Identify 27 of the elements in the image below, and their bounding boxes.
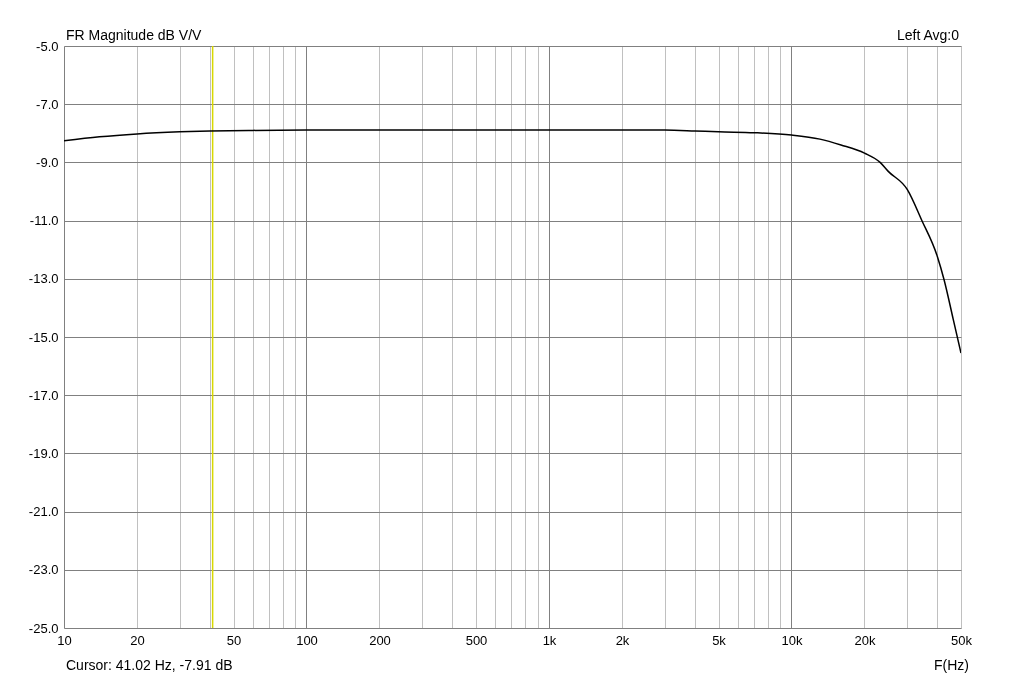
y-tick-label: -5.0 xyxy=(36,38,59,54)
x-tick-label: 200 xyxy=(369,632,391,648)
x-tick-label: 10 xyxy=(57,632,72,648)
y-tick-label: -17.0 xyxy=(28,387,59,403)
chart-title: FR Magnitude dB V/V xyxy=(66,27,203,43)
x-tick-label: 2k xyxy=(615,632,630,648)
x-tick-label: 20k xyxy=(854,632,876,648)
text: Left Avg:0 xyxy=(896,27,960,43)
y-tick-label: -25.0 xyxy=(28,620,59,636)
x-tick-label: 5k xyxy=(712,632,727,648)
y-tick-label: -15.0 xyxy=(28,329,59,345)
y-tick-label: -23.0 xyxy=(28,562,59,578)
y-tick-label: -9.0 xyxy=(36,154,59,170)
x-axis-title: F(Hz) xyxy=(934,657,969,673)
x-tick-label: 50 xyxy=(226,632,242,648)
y-tick-label: -7.0 xyxy=(36,96,59,112)
x-tick-label: 20 xyxy=(130,632,145,648)
y-tick-label: -21.0 xyxy=(28,504,59,520)
x-tick-label: 10k xyxy=(781,632,803,648)
y-tick-label: -19.0 xyxy=(28,445,59,461)
x-tick-label: 100 xyxy=(296,632,318,648)
x-tick-label: 500 xyxy=(465,632,488,648)
text: Cursor: 41.02 Hz, -7.91 dB xyxy=(66,657,233,673)
x-tick-label: 50k xyxy=(951,632,973,648)
y-tick-label: -13.0 xyxy=(28,271,59,287)
y-tick-label: -11.0 xyxy=(29,213,59,229)
x-tick-label: 1k xyxy=(542,632,557,648)
